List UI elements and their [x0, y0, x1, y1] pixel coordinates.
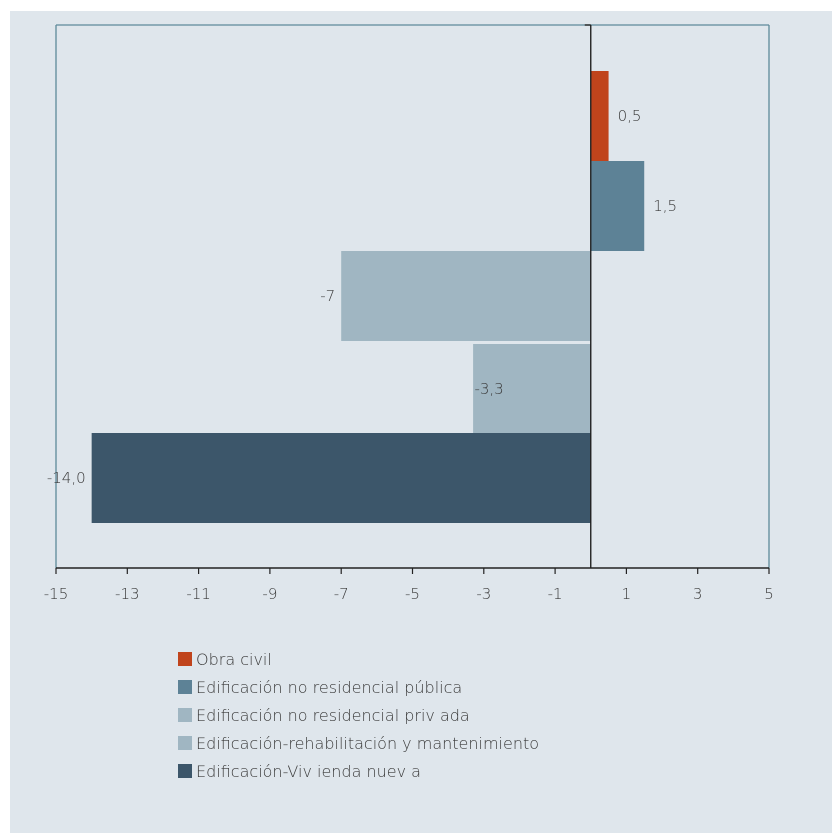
legend-swatch: [178, 652, 192, 666]
x-tick-label-2: -11: [186, 585, 211, 603]
data-label-1: 1,5: [653, 197, 677, 215]
data-label-2: -7: [320, 287, 335, 305]
legend-label: Edificación-rehabilitación y mantenimien…: [196, 733, 540, 753]
legend-item: Edificación-rehabilitación y mantenimien…: [178, 729, 539, 757]
legend-item: Edificación no residencial priv ada: [178, 701, 539, 729]
chart-area: -15 -13 -11 -9 -7 -5 -3 -1 1 3 5 0,5 1,5 -7 -3,3 -14,0…: [10, 11, 832, 833]
x-tick-label-4: -7: [334, 585, 349, 603]
data-label-0: 0,5: [618, 107, 642, 125]
data-label-3: -3,3: [474, 380, 503, 398]
legend-item: Edificación no residencial pública: [178, 673, 539, 701]
legend-swatch: [178, 708, 192, 722]
bar-0: [590, 71, 609, 161]
legend: Obra civil Edificación no residencial púb…: [178, 645, 539, 785]
legend-swatch: [178, 680, 192, 694]
bar-1: [590, 161, 645, 251]
legend-label: Edificación no residencial pública: [196, 677, 463, 697]
legend-item: Obra civil: [178, 645, 539, 673]
data-label-4: -14,0: [47, 469, 86, 487]
legend-label: Edificación-Viv ienda nuev a: [196, 761, 421, 781]
x-tick-label-10: 5: [764, 585, 774, 603]
legend-swatch: [178, 764, 192, 778]
bar-chart: -15 -13 -11 -9 -7 -5 -3 -1 1 3 5 0,51,5-7-3,3-14,0: [44, 24, 774, 603]
x-tick-label-6: -3: [476, 585, 491, 603]
x-tick-label-8: 1: [622, 585, 632, 603]
x-tick-label-0: -15: [44, 585, 69, 603]
x-tick-label-5: -5: [405, 585, 420, 603]
x-tick-label-9: 3: [693, 585, 703, 603]
bar-4: [91, 433, 591, 523]
legend-label: Obra civil: [196, 649, 272, 669]
x-tick-label-7: -1: [548, 585, 563, 603]
bar-2: [341, 251, 591, 341]
x-tick-label-1: -13: [115, 585, 140, 603]
legend-label: Edificación no residencial priv ada: [196, 705, 470, 725]
legend-item: Edificación-Viv ienda nuev a: [178, 757, 539, 785]
legend-swatch: [178, 736, 192, 750]
bar-3: [473, 344, 591, 434]
x-tick-label-3: -9: [262, 585, 277, 603]
